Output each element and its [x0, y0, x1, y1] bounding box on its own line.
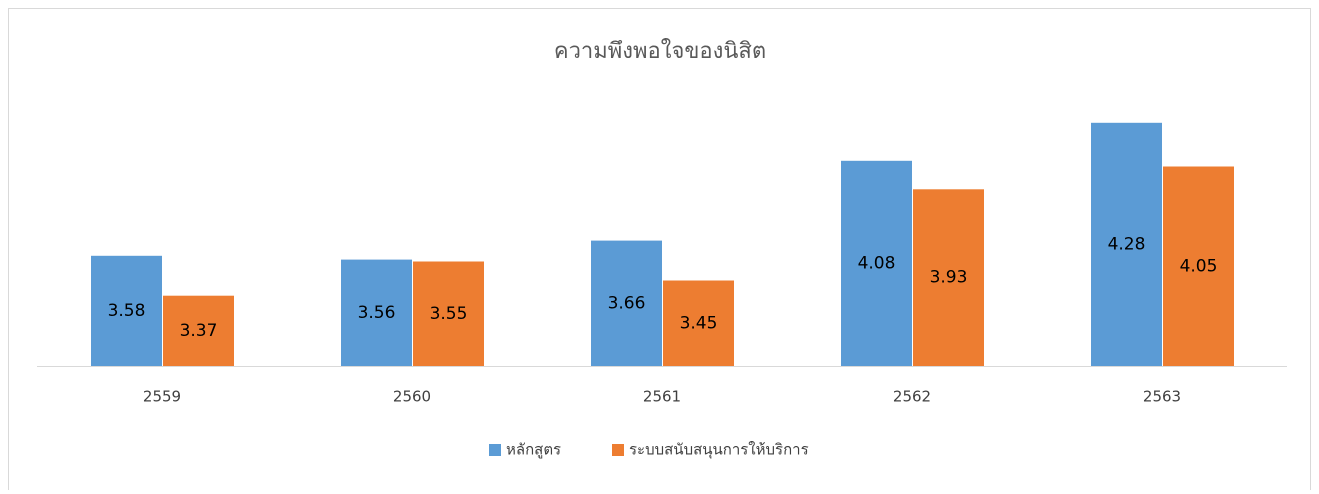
data-label: 3.58	[108, 301, 146, 321]
legend-label: หลักสูตร	[506, 441, 561, 459]
bar	[663, 280, 734, 366]
bar	[841, 160, 912, 366]
bar	[591, 240, 662, 366]
data-label: 3.37	[180, 321, 218, 341]
x-tick-label: 2561	[643, 388, 681, 406]
data-label: 3.45	[680, 313, 718, 333]
data-label: 4.08	[858, 253, 896, 273]
data-label: 4.28	[1108, 234, 1146, 254]
data-label: 3.55	[430, 304, 468, 324]
bar	[913, 189, 984, 366]
bar	[1163, 166, 1234, 366]
bar	[413, 261, 484, 366]
legend-label: ระบบสนับสนุนการให้บริการ	[629, 441, 809, 460]
data-label: 4.05	[1180, 256, 1218, 276]
bar	[341, 259, 412, 366]
chart-title: ความพึงพอใจของนิสิต	[554, 38, 766, 64]
x-tick-label: 2559	[143, 388, 181, 406]
data-label: 3.66	[608, 293, 646, 313]
x-tick-label: 2563	[1143, 388, 1181, 406]
data-label: 3.93	[930, 268, 968, 288]
x-tick-label: 2560	[393, 388, 431, 406]
bar	[91, 255, 162, 366]
bar	[163, 295, 234, 366]
legend-swatch	[489, 444, 501, 456]
x-tick-label: 2562	[893, 388, 931, 406]
bar	[1091, 122, 1162, 366]
legend-swatch	[612, 444, 624, 456]
data-label: 3.56	[358, 303, 396, 323]
